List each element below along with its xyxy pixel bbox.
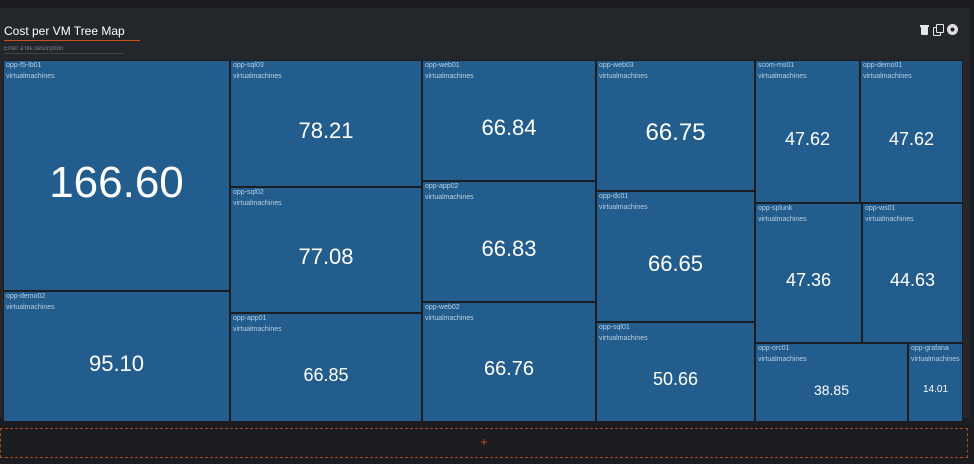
cell-name-label: opp-sql01: [599, 324, 630, 331]
cell-value-label: 47.62: [784, 129, 831, 149]
treemap-cell-opp-orc01[interactable]: opp-orc01 virtualmachines 38.85: [755, 343, 908, 422]
cell-name-label: opp-app01: [233, 315, 267, 322]
cell-value-label: 47.62: [888, 129, 935, 149]
cell-value-label: 66.83: [481, 236, 537, 261]
cell-name-label: opp-web01: [425, 62, 460, 69]
cell-category-label: virtualmachines: [233, 326, 282, 333]
cell-value-label: 44.63: [889, 270, 936, 290]
treemap-cell-scom-ms01[interactable]: scom-ms01 virtualmachines 47.62: [755, 60, 860, 203]
cell-value-label: 78.21: [298, 118, 354, 143]
treemap-chart: opp-f5-lb01 virtualmachines 166.60 opp-demo…: [3, 60, 963, 422]
cell-category-label: virtualmachines: [233, 73, 282, 80]
cell-name-label: scom-ms01: [758, 62, 795, 69]
cell-category-label: virtualmachines: [233, 200, 282, 207]
treemap-cell-opp-sql03[interactable]: opp-sql03 virtualmachines 78.21: [230, 60, 422, 187]
cell-value-label: 66.75: [645, 119, 706, 146]
tile-title-input[interactable]: [4, 22, 140, 41]
copy-icon[interactable]: [933, 24, 944, 36]
treemap-cell-opp-web03[interactable]: opp-web03 virtualmachines 66.75: [596, 60, 755, 191]
trash-icon[interactable]: [919, 24, 930, 35]
treemap-cell-opp-demo01[interactable]: opp-demo01 virtualmachines 47.62: [860, 60, 963, 203]
treemap-cell-opp-splunk[interactable]: opp-splunk virtualmachines 47.36: [755, 203, 862, 343]
cell-value-label: 166.60: [49, 158, 184, 207]
treemap-cell-opp-demo02[interactable]: opp-demo02 virtualmachines 95.10: [3, 291, 230, 422]
cell-category-label: virtualmachines: [863, 73, 912, 80]
cell-category-label: virtualmachines: [6, 304, 55, 311]
tile-description-input[interactable]: [4, 44, 124, 54]
cell-value-label: 66.85: [303, 365, 349, 385]
cell-name-label: opp-ws01: [865, 205, 896, 212]
cell-name-label: opp-web02: [425, 304, 460, 311]
cell-value-label: 66.65: [647, 251, 704, 276]
treemap-cell-opp-sql01[interactable]: opp-sql01 virtualmachines 50.66: [596, 322, 755, 422]
cell-name-label: opp-orc01: [758, 345, 790, 352]
treemap-cell-opp-sql02[interactable]: opp-sql02 virtualmachines 77.08: [230, 187, 422, 313]
cell-category-label: virtualmachines: [599, 335, 648, 342]
cell-value-label: 50.66: [652, 369, 699, 389]
treemap-cell-opp-ws01[interactable]: opp-ws01 virtualmachines 44.63: [862, 203, 963, 343]
cell-category-label: virtualmachines: [425, 73, 474, 80]
cell-name-label: opp-splunk: [758, 205, 793, 212]
cell-name-label: opp-sql03: [233, 62, 264, 69]
cell-name-label: opp-web03: [599, 62, 634, 69]
gear-icon[interactable]: [947, 24, 958, 35]
treemap-cell-opp-app02[interactable]: opp-app02 virtualmachines 66.83: [422, 181, 596, 302]
cell-category-label: virtualmachines: [599, 204, 648, 211]
copy-front-sheet: [936, 24, 944, 33]
treemap-cell-opp-grafana[interactable]: opp-grafana virtualmachines 14.01: [908, 343, 963, 422]
treemap-cell-opp-web02[interactable]: opp-web02 virtualmachines 66.76: [422, 302, 596, 422]
cell-name-label: opp-demo01: [863, 62, 903, 69]
cell-name-label: opp-f5-lb01: [6, 62, 42, 69]
cell-category-label: virtualmachines: [865, 216, 914, 223]
cell-category-label: virtualmachines: [758, 73, 807, 80]
cell-value-label: 77.08: [298, 244, 354, 269]
tile-toolbar: [919, 24, 958, 36]
cell-name-label: opp-grafana: [911, 345, 949, 352]
cell-value-label: 47.36: [785, 270, 832, 290]
cell-name-label: opp-app02: [425, 183, 459, 190]
cell-category-label: virtualmachines: [911, 356, 960, 363]
cell-value-label: 38.85: [813, 382, 850, 398]
cell-category-label: virtualmachines: [758, 356, 807, 363]
cell-name-label: opp-dc01: [599, 193, 629, 200]
cell-category-label: virtualmachines: [6, 73, 55, 80]
cell-value-label: 66.84: [481, 115, 537, 140]
treemap-cell-opp-dc01[interactable]: opp-dc01 virtualmachines 66.65: [596, 191, 755, 322]
cell-value-label: 66.76: [483, 358, 535, 380]
cell-name-label: opp-demo02: [6, 293, 46, 300]
treemap-cell-opp-f5-lb01[interactable]: opp-f5-lb01 virtualmachines 166.60: [3, 60, 230, 291]
cell-category-label: virtualmachines: [425, 194, 474, 201]
treemap-tile: opp-f5-lb01 virtualmachines 166.60 opp-demo…: [0, 8, 970, 422]
plus-icon: +: [480, 435, 488, 449]
treemap-cell-opp-app01[interactable]: opp-app01 virtualmachines 66.85: [230, 313, 422, 422]
add-tile-zone[interactable]: +: [0, 428, 968, 458]
cell-value-label: 95.10: [88, 351, 145, 376]
trash-lid: [920, 25, 929, 27]
cell-name-label: opp-sql02: [233, 189, 264, 196]
cell-category-label: virtualmachines: [425, 315, 474, 322]
gear-shape: [948, 25, 957, 34]
cell-category-label: virtualmachines: [599, 73, 648, 80]
cell-category-label: virtualmachines: [758, 216, 807, 223]
trash-body: [921, 27, 928, 35]
treemap-cell-opp-web01[interactable]: opp-web01 virtualmachines 66.84: [422, 60, 596, 181]
cell-value-label: 14.01: [922, 384, 949, 395]
